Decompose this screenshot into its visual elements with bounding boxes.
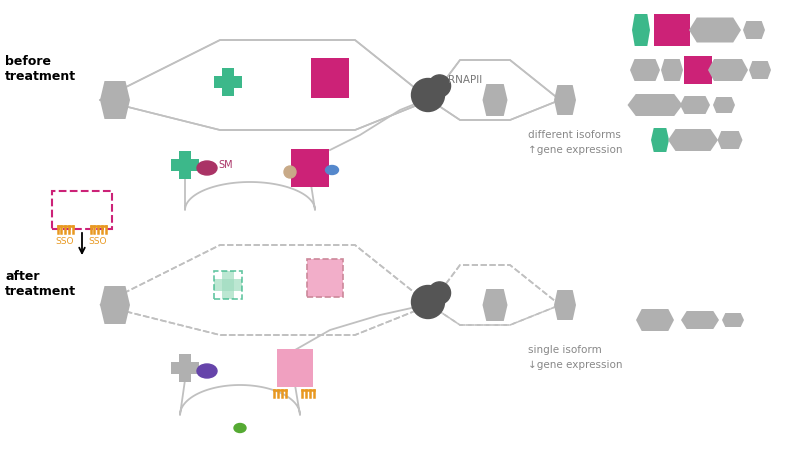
Polygon shape bbox=[632, 14, 650, 46]
Polygon shape bbox=[708, 59, 748, 81]
FancyBboxPatch shape bbox=[307, 259, 343, 297]
FancyBboxPatch shape bbox=[277, 349, 313, 387]
Circle shape bbox=[284, 166, 296, 178]
Text: RNAPII: RNAPII bbox=[448, 75, 482, 85]
Ellipse shape bbox=[197, 364, 217, 378]
FancyBboxPatch shape bbox=[171, 159, 199, 171]
Polygon shape bbox=[100, 286, 130, 324]
Polygon shape bbox=[661, 59, 683, 81]
Circle shape bbox=[429, 75, 450, 97]
Ellipse shape bbox=[234, 424, 246, 432]
Polygon shape bbox=[627, 94, 682, 116]
FancyBboxPatch shape bbox=[222, 68, 234, 96]
Polygon shape bbox=[554, 85, 576, 115]
Polygon shape bbox=[482, 84, 507, 116]
Polygon shape bbox=[689, 17, 741, 43]
Polygon shape bbox=[713, 97, 735, 113]
Text: ↑gene expression: ↑gene expression bbox=[528, 145, 622, 155]
Ellipse shape bbox=[197, 161, 217, 175]
Polygon shape bbox=[430, 60, 560, 120]
Polygon shape bbox=[718, 131, 742, 149]
FancyBboxPatch shape bbox=[179, 151, 190, 179]
Text: different isoforms: different isoforms bbox=[528, 130, 621, 140]
FancyBboxPatch shape bbox=[171, 363, 199, 374]
Text: SSO: SSO bbox=[56, 237, 74, 246]
Polygon shape bbox=[482, 289, 507, 321]
Polygon shape bbox=[636, 309, 674, 331]
Polygon shape bbox=[668, 129, 718, 151]
Text: before
treatment: before treatment bbox=[5, 55, 76, 83]
FancyBboxPatch shape bbox=[684, 56, 712, 84]
Polygon shape bbox=[743, 21, 765, 39]
Polygon shape bbox=[100, 245, 430, 335]
Text: SSO: SSO bbox=[89, 237, 107, 246]
Polygon shape bbox=[680, 96, 710, 114]
Polygon shape bbox=[100, 40, 430, 130]
Circle shape bbox=[411, 78, 445, 112]
Ellipse shape bbox=[326, 166, 338, 174]
Circle shape bbox=[411, 286, 445, 318]
Text: ↓gene expression: ↓gene expression bbox=[528, 360, 622, 370]
Text: after
treatment: after treatment bbox=[5, 270, 76, 298]
Polygon shape bbox=[430, 265, 560, 325]
FancyBboxPatch shape bbox=[654, 14, 690, 46]
Circle shape bbox=[429, 282, 450, 304]
Polygon shape bbox=[554, 290, 576, 320]
FancyBboxPatch shape bbox=[311, 58, 349, 98]
FancyBboxPatch shape bbox=[179, 354, 190, 382]
FancyBboxPatch shape bbox=[214, 280, 242, 291]
Polygon shape bbox=[681, 311, 719, 329]
Polygon shape bbox=[100, 81, 130, 119]
Polygon shape bbox=[651, 128, 669, 152]
Polygon shape bbox=[749, 61, 771, 79]
Text: SM: SM bbox=[218, 160, 233, 170]
FancyBboxPatch shape bbox=[214, 76, 242, 88]
FancyBboxPatch shape bbox=[291, 149, 329, 187]
Polygon shape bbox=[722, 313, 744, 327]
FancyBboxPatch shape bbox=[222, 271, 234, 299]
Text: single isoform: single isoform bbox=[528, 345, 602, 355]
Polygon shape bbox=[630, 59, 660, 81]
